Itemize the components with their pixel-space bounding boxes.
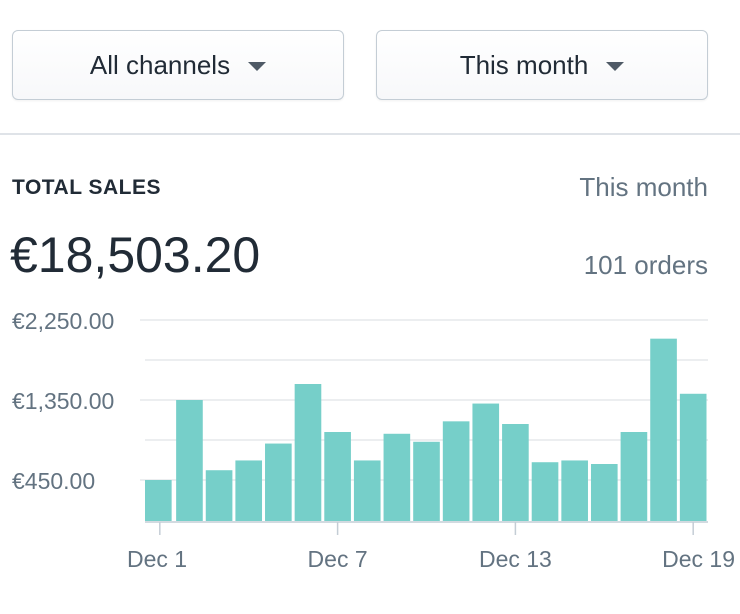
bar (176, 400, 203, 521)
bar (353, 460, 381, 521)
period-filter-button[interactable]: This month (376, 30, 708, 100)
y-tick-label: €1,350.00 (12, 388, 114, 414)
chart-title: TOTAL SALES (12, 176, 162, 199)
x-tick-label: Dec 1 (127, 546, 187, 572)
bar (620, 432, 648, 521)
caret-down-icon (606, 61, 625, 71)
bar (561, 460, 588, 521)
x-tick-label: Dec 7 (308, 546, 368, 572)
bar (145, 480, 172, 521)
bar (294, 384, 322, 521)
channel-filter-label: All channels (89, 49, 231, 80)
bar (650, 338, 677, 521)
bar (679, 393, 707, 521)
bar (205, 470, 233, 521)
bar (324, 432, 351, 521)
period-filter-label: This month (459, 49, 589, 80)
caret-down-icon (248, 61, 267, 71)
bar (442, 421, 470, 521)
x-tick-label: Dec 13 (479, 546, 552, 572)
bar (472, 403, 500, 521)
bar (413, 441, 440, 521)
bar (235, 460, 263, 521)
channel-filter-button[interactable]: All channels (12, 30, 344, 100)
bar (265, 443, 292, 521)
bar (531, 462, 559, 521)
bar (383, 433, 411, 521)
total-sales-value: €18,503.20 (10, 227, 261, 283)
bar (590, 464, 618, 521)
y-tick-label: €2,250.00 (12, 308, 114, 334)
bar (502, 424, 529, 521)
orders-count: 101 orders (583, 250, 708, 280)
divider (0, 133, 740, 135)
x-tick-label: Dec 19 (662, 546, 735, 572)
period-label: This month (579, 172, 708, 202)
y-tick-label: €450.00 (12, 468, 95, 494)
